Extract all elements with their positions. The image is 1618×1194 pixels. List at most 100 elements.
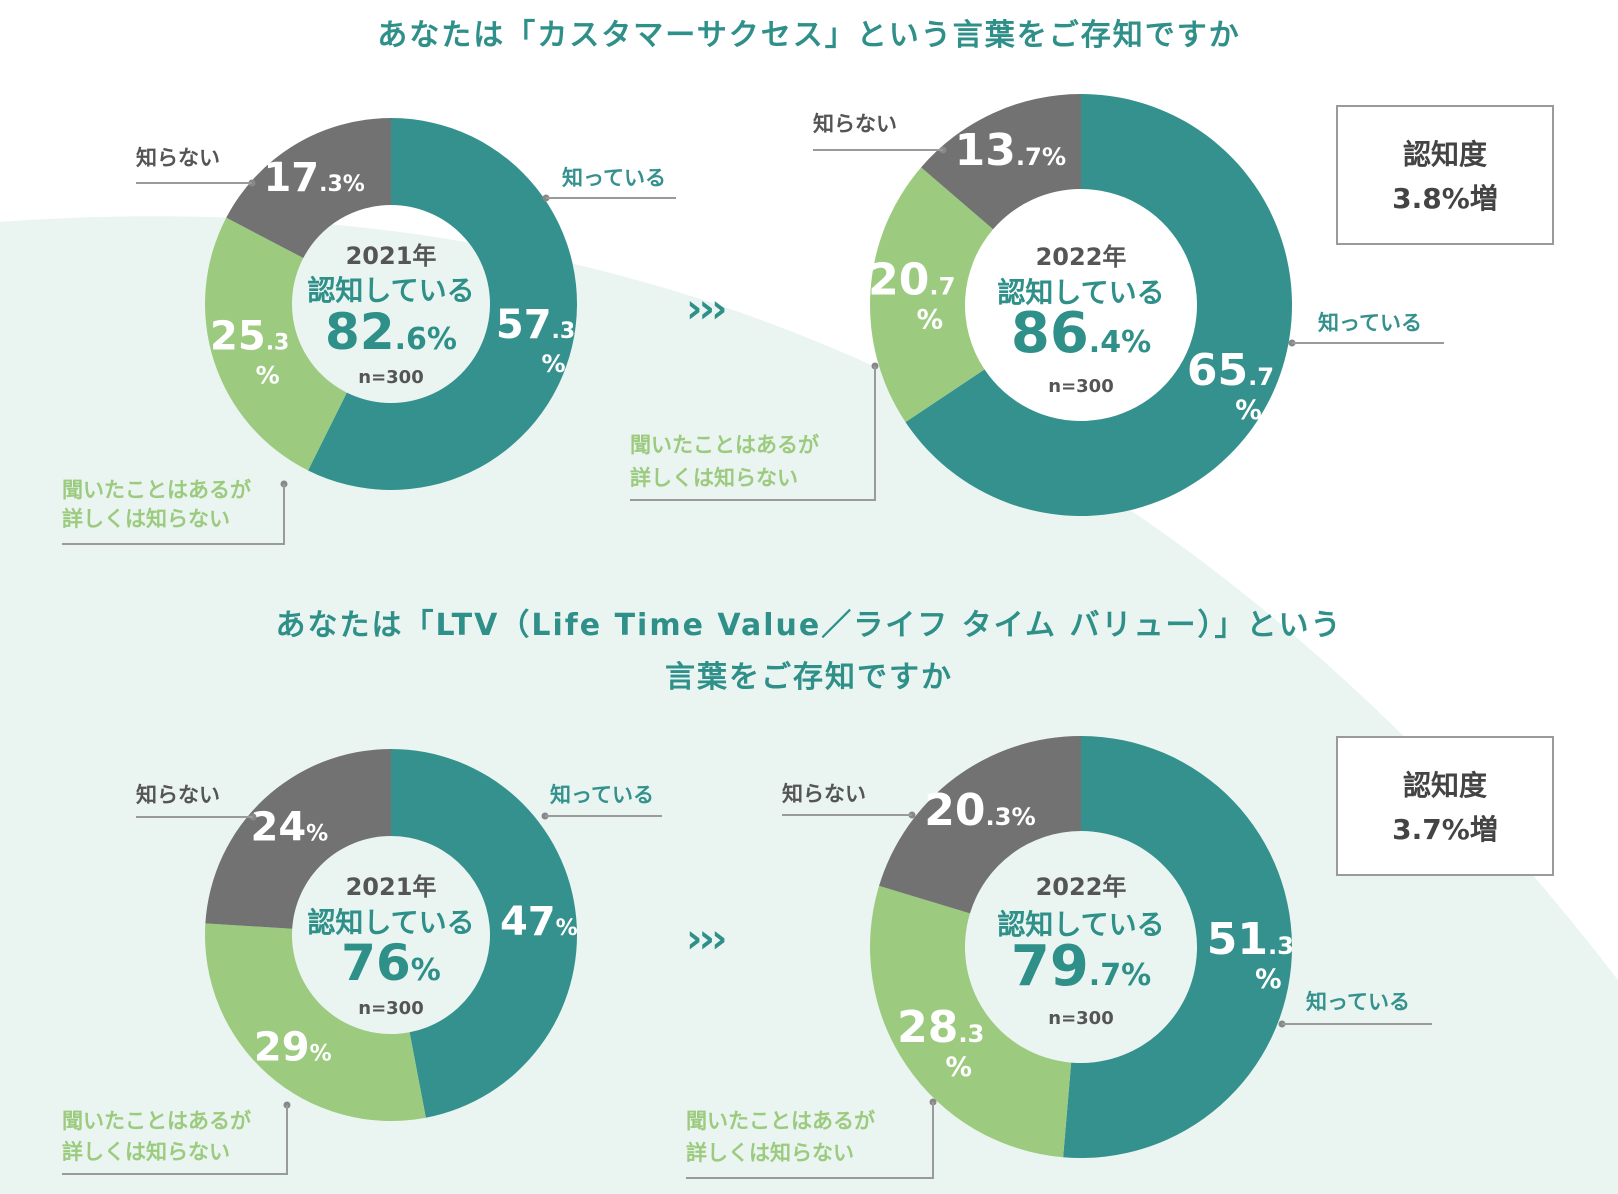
- donut-segment: [204, 217, 347, 471]
- donut-segment: [1063, 736, 1292, 1158]
- donut-segment: [226, 118, 391, 259]
- segment-category-label: 聞いたことはあるが: [62, 478, 251, 502]
- segment-value-label: 13.7%: [955, 125, 1066, 176]
- total-decimal: .4%: [1089, 325, 1151, 360]
- segment-value-label: 28.3: [897, 1002, 984, 1053]
- segment-category-label: 詳しくは知らない: [630, 466, 798, 490]
- callout-value: 3.7%増: [1392, 813, 1498, 846]
- donut-chart: %57.3知っている%25.3聞いたことはあるが詳しくは知らない17.3%知らな…: [62, 118, 676, 545]
- donut-segment: [879, 736, 1081, 914]
- segment-value-label: 20.7: [868, 255, 955, 306]
- center-aware-label: 認知している: [307, 274, 474, 307]
- value-integer: 20: [868, 255, 929, 306]
- value-decimal: .3: [1268, 932, 1294, 960]
- segment-percent-sign: %: [1235, 395, 1261, 426]
- total-decimal: .6%: [395, 322, 457, 357]
- arrow-chevrons-icon: ›››: [686, 286, 728, 332]
- center-sample-size: n=300: [358, 998, 423, 1019]
- total-decimal: .7%: [1089, 958, 1151, 993]
- value-decimal: .3: [552, 319, 576, 344]
- total-decimal: %: [411, 953, 441, 988]
- segment-value-label: 25.3: [210, 314, 289, 360]
- segment-value-label: 29%: [254, 1024, 332, 1070]
- center-total-value: 82.6%: [325, 303, 457, 361]
- donut-segment: [205, 749, 391, 929]
- center-sample-size: n=300: [358, 367, 423, 388]
- leader-line: [630, 366, 876, 501]
- segment-value-label: 57.3: [496, 302, 575, 348]
- question-title-2-line-2: 言葉をご存知ですか: [665, 660, 953, 695]
- donut-chart: %51.3知っている%28.3聞いたことはあるが詳しくは知らない20.3%知らな…: [686, 736, 1432, 1179]
- segment-value-label: 47%: [500, 899, 578, 945]
- donut-chart: %65.7知っている%20.7聞いたことはあるが詳しくは知らない13.7%知らな…: [630, 94, 1444, 516]
- donut-segment: [205, 923, 426, 1122]
- center-sample-size: n=300: [1048, 1008, 1113, 1029]
- awareness-increase-callout: 認知度 3.8%増: [1336, 105, 1554, 245]
- arrow-chevrons-icon: ›››: [686, 916, 728, 962]
- center-year-label: 2022年: [1036, 873, 1127, 901]
- segment-percent-sign: %: [945, 1052, 971, 1083]
- leader-line: [62, 1105, 288, 1175]
- center-sample-size: n=300: [1048, 376, 1113, 397]
- leader-line: [62, 484, 285, 545]
- callout-value: 3.8%増: [1392, 182, 1498, 215]
- donut-segment: [391, 749, 578, 1118]
- center-total-value: 86.4%: [1011, 301, 1151, 366]
- value-integer: 51: [1207, 914, 1268, 965]
- question-title-2-line-1: あなたは「LTV（Life Time Value／ライフ タイム バリュー）」と…: [275, 608, 1343, 643]
- segment-category-label: 聞いたことはあるが: [686, 1109, 875, 1133]
- total-integer: 79: [1011, 934, 1089, 999]
- donut-segment: [921, 94, 1081, 230]
- value-decimal: %: [556, 916, 578, 941]
- value-decimal: %: [306, 822, 328, 847]
- value-decimal: .7%: [1016, 143, 1066, 171]
- segment-category-label: 知っている: [562, 166, 666, 190]
- value-integer: 24: [250, 805, 306, 851]
- segment-category-label: 詳しくは知らない: [686, 1141, 854, 1165]
- question-title-2: あなたは「LTV（Life Time Value／ライフ タイム バリュー）」と…: [0, 600, 1618, 704]
- donut-segment: [905, 94, 1293, 516]
- segment-category-label: 知らない: [136, 783, 220, 807]
- value-decimal: .3%: [985, 803, 1035, 831]
- center-year-label: 2022年: [1036, 243, 1127, 271]
- segment-category-label: 知らない: [136, 146, 220, 170]
- total-integer: 82: [325, 303, 395, 361]
- segment-value-label: 51.3: [1207, 914, 1294, 965]
- center-year-label: 2021年: [346, 873, 437, 901]
- callout-label: 認知度: [1402, 769, 1487, 802]
- value-decimal: .3%: [319, 172, 365, 197]
- segment-category-label: 知っている: [1306, 990, 1410, 1014]
- center-total-value: 79.7%: [1011, 934, 1151, 999]
- segment-value-label: 20.3%: [924, 785, 1036, 836]
- awareness-increase-callout: 認知度 3.7%増: [1336, 736, 1554, 876]
- value-integer: 25: [210, 314, 266, 360]
- callout-label: 認知度: [1402, 138, 1487, 171]
- value-decimal: .3: [958, 1020, 984, 1048]
- segment-category-label: 知らない: [782, 782, 866, 806]
- segment-category-label: 聞いたことはあるが: [62, 1109, 251, 1133]
- total-integer: 86: [1011, 301, 1089, 366]
- center-aware-label: 認知している: [997, 908, 1164, 941]
- center-total-value: 76%: [341, 934, 441, 992]
- center-aware-label: 認知している: [307, 906, 474, 939]
- value-integer: 17: [263, 155, 319, 201]
- value-integer: 65: [1187, 345, 1248, 396]
- segment-category-label: 聞いたことはあるが: [630, 433, 819, 457]
- segment-category-label: 詳しくは知らない: [62, 507, 230, 531]
- segment-category-label: 知っている: [1318, 311, 1422, 335]
- segment-percent-sign: %: [1255, 964, 1281, 995]
- segment-percent-sign: %: [542, 350, 566, 378]
- total-integer: 76: [341, 934, 411, 992]
- value-integer: 28: [897, 1002, 958, 1053]
- value-decimal: .3: [266, 331, 290, 356]
- segment-value-label: 24%: [250, 805, 328, 851]
- segment-category-label: 詳しくは知らない: [62, 1140, 230, 1164]
- segment-percent-sign: %: [917, 305, 943, 336]
- value-integer: 57: [496, 302, 552, 348]
- value-decimal: .7: [1248, 363, 1274, 391]
- segment-percent-sign: %: [256, 362, 280, 390]
- donut-segment: [870, 167, 994, 423]
- segment-value-label: 65.7: [1187, 345, 1274, 396]
- value-integer: 20: [924, 785, 985, 836]
